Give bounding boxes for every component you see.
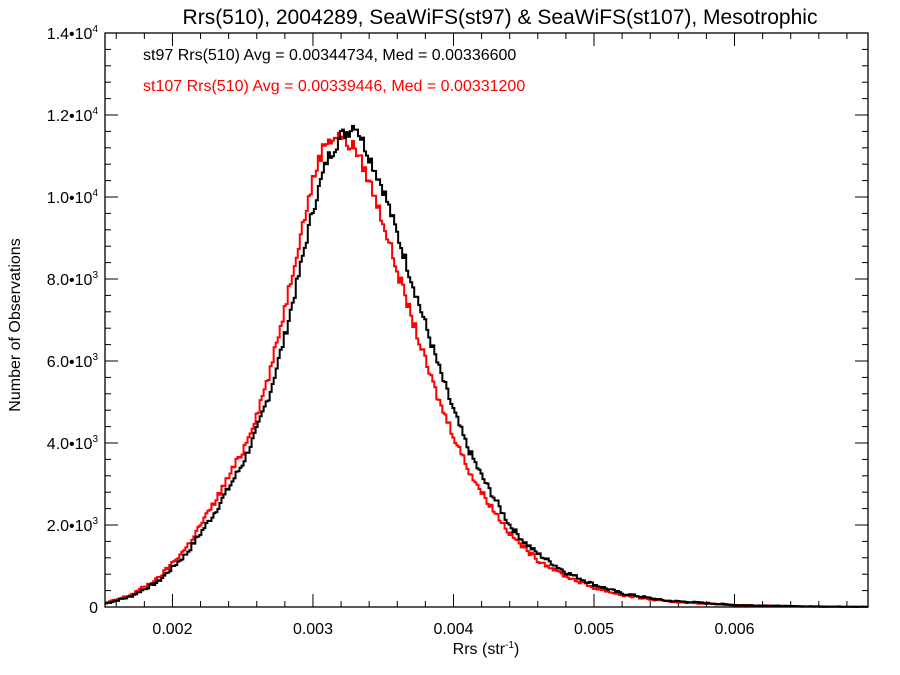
- annotation-st107: st107 Rrs(510) Avg = 0.00339446, Med = 0…: [143, 78, 525, 95]
- x-tick-label: 0.003: [293, 621, 333, 638]
- series-st97-line: [105, 124, 868, 608]
- y-tick-label: 6.0•103: [47, 352, 99, 371]
- x-tick-label: 0.006: [714, 621, 754, 638]
- y-tick-label: 1.4•104: [47, 24, 99, 43]
- y-tick-label: 1.2•104: [47, 106, 99, 125]
- annotation-st97: st97 Rrs(510) Avg = 0.00344734, Med = 0.…: [143, 47, 516, 64]
- y-axis-label: Number of Observations: [7, 238, 24, 411]
- series-group: [105, 124, 868, 608]
- series-st107-line: [105, 131, 868, 608]
- x-tick-label: 0.002: [152, 621, 192, 638]
- y-tick-label: 0: [89, 600, 98, 617]
- x-tick-label: 0.005: [574, 621, 614, 638]
- y-tick-label: 4.0•103: [47, 434, 99, 453]
- y-tick-label: 2.0•103: [47, 516, 99, 535]
- y-tick-label: 8.0•103: [47, 270, 99, 289]
- plot-frame: [104, 32, 869, 608]
- x-axis-label: Rrs (str-1): [453, 640, 520, 658]
- y-tick-label: 1.0•104: [47, 188, 99, 207]
- x-tick-label: 0.004: [433, 621, 473, 638]
- axis-ticks: 0.002 0.003 0.004 0.005 0.006 0 2.0•103 4.0•103…: [47, 24, 868, 638]
- chart-title: Rrs(510), 2004289, SeaWiFS(st97) & SeaWi…: [183, 6, 818, 29]
